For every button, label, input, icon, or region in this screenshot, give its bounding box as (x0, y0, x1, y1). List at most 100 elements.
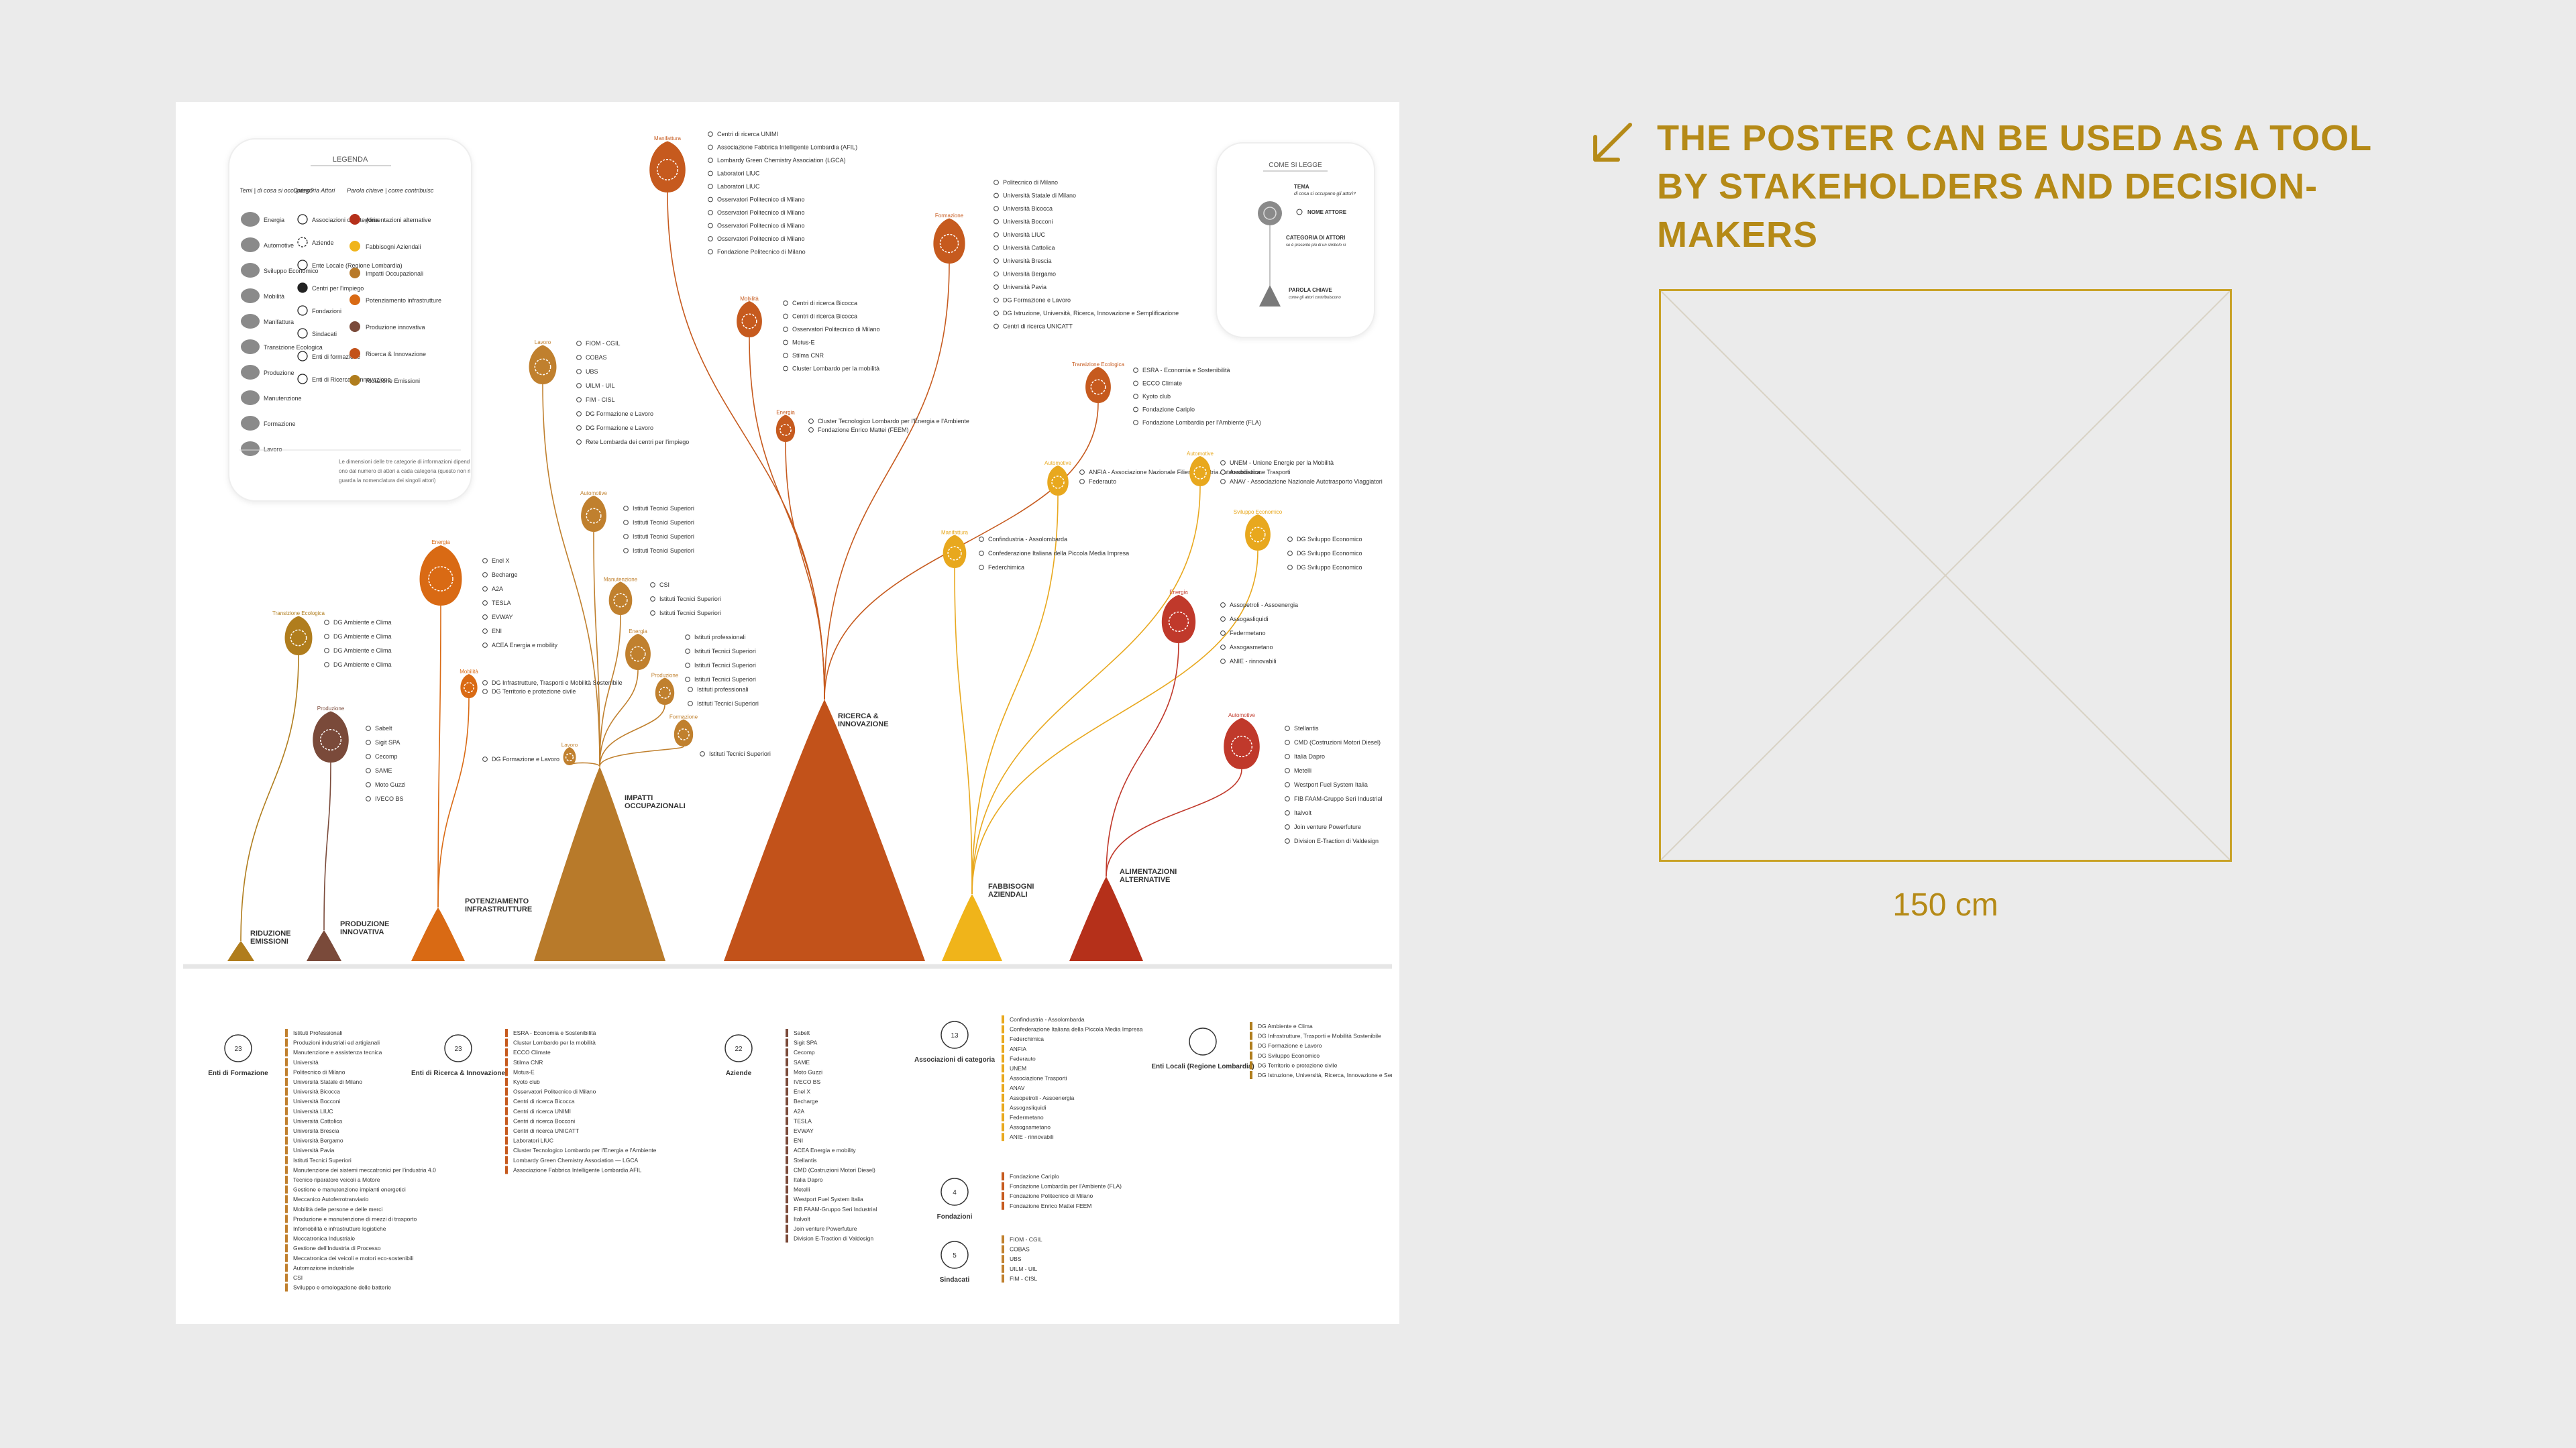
node-actor-label: Università LIUC (1003, 231, 1046, 238)
node-stem (971, 495, 1059, 895)
node-actor-label: Associazione Trasporti (1230, 469, 1291, 476)
node-stem (971, 486, 1201, 895)
node-actor-icon (708, 210, 713, 215)
bottom-col-bar (1002, 1123, 1004, 1131)
bottom-col-bar (285, 1136, 288, 1145)
bottom-col-item: Associazione Trasporti (1010, 1075, 1067, 1082)
bottom-col-item: ANFIA (1010, 1046, 1026, 1052)
how-to-read-tema: TEMA (1294, 184, 1309, 190)
bottom-col-bar (505, 1038, 508, 1047)
how-to-read-keyword-mountain (1259, 285, 1281, 307)
node-category-ring (678, 728, 690, 740)
bottom-col-item: UILM - UIL (1010, 1266, 1037, 1272)
bottom-col-item: Fondazione Politecnico di Milano (1010, 1192, 1093, 1199)
bottom-col-item: Istituti Tecnici Superiori (293, 1157, 352, 1164)
bottom-col-bar (285, 1254, 288, 1262)
legend-category-label: Associazioni di categoria (312, 217, 378, 223)
bottom-col-bar (285, 1234, 288, 1243)
node-theme-shape (655, 677, 675, 705)
bottom-col-bar (505, 1127, 508, 1135)
legend-title: LEGENDA (333, 156, 368, 164)
node-category-ring (1051, 476, 1065, 489)
legend-theme-shape (241, 441, 260, 456)
bottom-col-bar (505, 1029, 508, 1037)
bottom-col-bar (285, 1156, 288, 1164)
bottom-col-bar (1002, 1074, 1004, 1082)
node-actor-icon (708, 144, 713, 150)
node-actor-label: SAME (375, 767, 392, 774)
node-actor-icon (994, 258, 999, 264)
bottom-col-item: Università Pavia (293, 1147, 335, 1154)
bottom-col-count: 23 (454, 1046, 462, 1053)
node-actor-icon (808, 419, 814, 424)
node-actor-icon (994, 323, 999, 329)
bottom-col-item: Federauto (1010, 1055, 1036, 1062)
bottom-col-bar (786, 1127, 788, 1135)
bottom-col-item: ECCO Climate (513, 1049, 551, 1056)
bottom-col-bar (285, 1146, 288, 1155)
bottom-col-bar (285, 1087, 288, 1096)
bottom-col-bar (1002, 1192, 1004, 1201)
node-actor-icon (783, 300, 788, 306)
bottom-col-item: CSI (293, 1274, 303, 1281)
node-actor-icon (1133, 394, 1138, 399)
node-theme-label: Mobilità (740, 296, 759, 302)
node-actor-label: Westport Fuel System Italia (1294, 781, 1368, 788)
node-actor-label: Stellantis (1294, 725, 1319, 732)
how-to-read-theme-ring (1263, 207, 1277, 220)
bottom-col-item: Associazione Fabbrica Intelligente Lomba… (513, 1166, 642, 1173)
node-stem (593, 531, 600, 767)
node-actor-label: UBS (586, 368, 598, 375)
bottom-col-bar (786, 1097, 788, 1106)
bottom-col-item: UNEM (1010, 1065, 1026, 1072)
mountain-label: INFRASTRUTTURE (465, 905, 532, 913)
bottom-col-bar (1002, 1264, 1004, 1273)
node-actor-icon (324, 620, 329, 625)
node-actor-label: CMD (Costruzioni Motori Diesel) (1294, 739, 1381, 746)
node-actor-label: ANFIA - Associazione Nazionale Filiera I… (1089, 469, 1260, 476)
node-theme-shape (943, 535, 967, 568)
node-actor-icon (685, 663, 690, 668)
node-actor-icon (979, 551, 984, 556)
node-actor-label: FIM - CISL (586, 396, 615, 403)
node-actor-label: ENI (492, 628, 502, 634)
bottom-col-item: Confindustria - Assolombarda (1010, 1016, 1085, 1023)
legend-theme-shape (241, 212, 260, 227)
node-category-ring (656, 158, 679, 181)
node-theme-shape (460, 674, 478, 698)
node-stem (971, 550, 1258, 895)
node-actor-label: ANAV - Associazione Nazionale Autotraspo… (1230, 478, 1383, 485)
bottom-col-item: Università Statale di Milano (293, 1078, 362, 1085)
bottom-col-bar (786, 1029, 788, 1037)
node-actor-label: Stilma CNR (792, 352, 824, 359)
node-actor-label: Division E-Traction di Valdesign (1294, 838, 1379, 844)
bottom-col-bar (786, 1117, 788, 1125)
node-actor-icon (623, 548, 629, 553)
node-actor-icon (1220, 479, 1226, 484)
bottom-col-bar (1002, 1035, 1004, 1044)
bottom-col-bar (285, 1117, 288, 1125)
bottom-col-bar (505, 1058, 508, 1066)
node-actor-icon (482, 586, 488, 592)
node-category-ring (630, 646, 646, 662)
node-actor-icon (994, 297, 999, 303)
node-actor-label: DG Formazione e Lavoro (586, 410, 653, 417)
bottom-col-bar (786, 1107, 788, 1115)
node-actor-label: Istituti Tecnici Superiori (694, 648, 756, 655)
node-actor-label: Fondazione Lombardia per l'Ambiente (FLA… (1142, 419, 1261, 426)
node-actor-icon (650, 610, 655, 616)
bottom-col-item: Fondazione Lombardia per l'Ambiente (FLA… (1010, 1183, 1122, 1190)
node-actor-label: Assogasliquidi (1230, 616, 1269, 622)
node-actor-icon (482, 757, 488, 762)
node-actor-icon (623, 506, 629, 511)
bottom-col-bar (285, 1048, 288, 1057)
node-actor-label: Federauto (1089, 478, 1116, 485)
node-actor-icon (324, 648, 329, 653)
bottom-col-item: Confederazione Italiana della Piccola Me… (1010, 1026, 1143, 1033)
node-actor-icon (1285, 810, 1290, 816)
node-category-ring (464, 682, 474, 693)
node-actor-icon (708, 158, 713, 163)
node-actor-label: Cecomp (375, 753, 398, 760)
node-actor-label: Centri di ricerca UNIMI (717, 131, 778, 137)
bottom-col-count: 22 (735, 1046, 743, 1053)
